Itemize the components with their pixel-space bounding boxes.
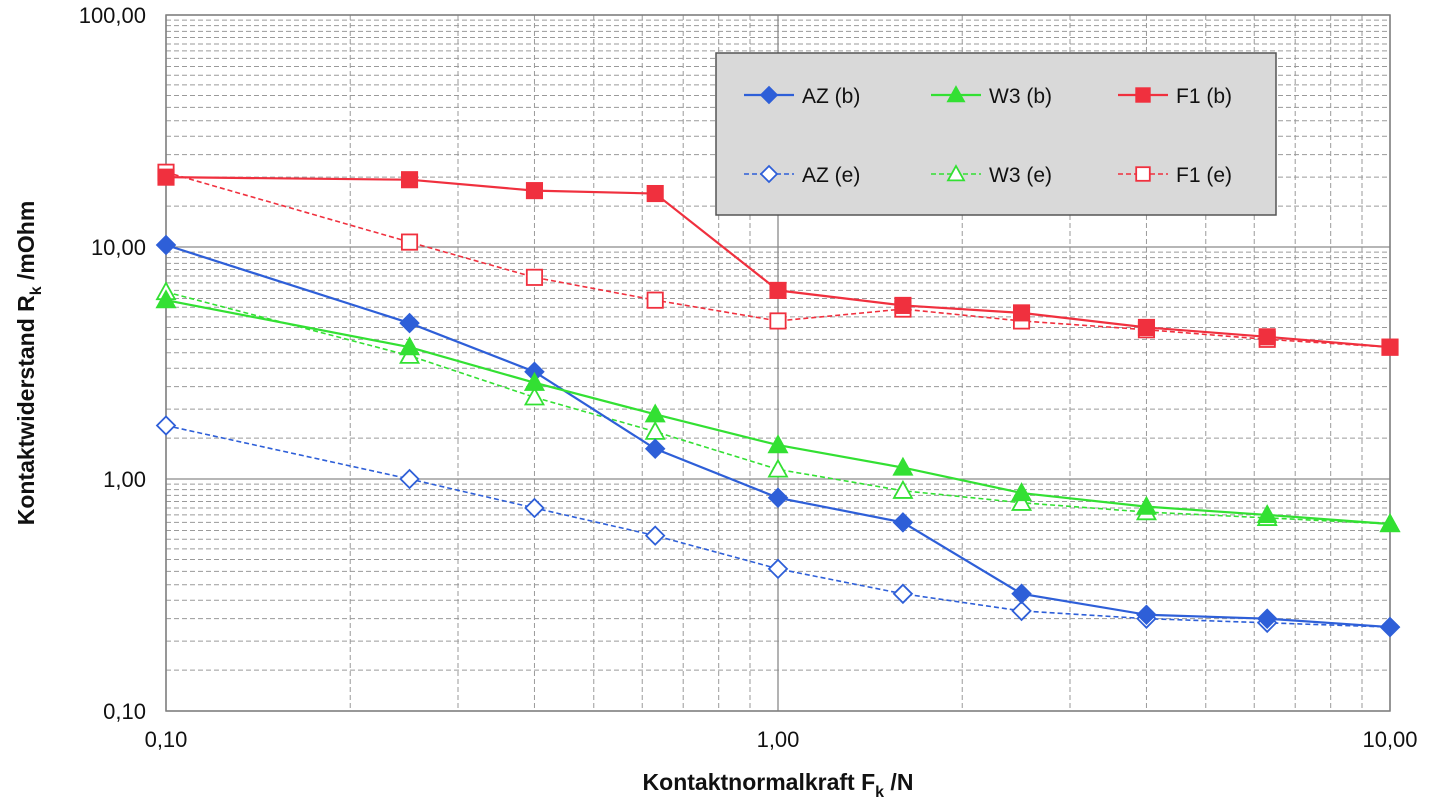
data-point bbox=[399, 312, 420, 334]
x-tick-label: 1,00 bbox=[757, 727, 800, 752]
data-point bbox=[767, 487, 789, 509]
x-axis-title: Kontaktnormalkraft Fk /N bbox=[643, 769, 914, 801]
data-point bbox=[399, 336, 421, 356]
data-point bbox=[157, 168, 175, 186]
data-point bbox=[1011, 583, 1032, 605]
plot-frame bbox=[165, 14, 1391, 712]
series bbox=[155, 163, 1401, 638]
legend-item-w3-b: W3 (b) bbox=[931, 85, 1052, 108]
data-point bbox=[892, 512, 914, 533]
data-point bbox=[892, 479, 914, 499]
legend-label: AZ (e) bbox=[802, 164, 860, 187]
y-tick-label: 100,00 bbox=[79, 3, 146, 28]
data-point bbox=[400, 171, 419, 189]
data-point bbox=[767, 458, 789, 478]
legend-marker bbox=[1135, 87, 1151, 103]
data-point bbox=[769, 281, 787, 299]
data-point bbox=[646, 184, 664, 203]
legend-marker bbox=[759, 164, 779, 184]
series-line-az-e bbox=[165, 424, 1391, 628]
data-point bbox=[644, 438, 666, 460]
data-point bbox=[1011, 600, 1032, 622]
data-point bbox=[1379, 616, 1401, 638]
data-point bbox=[525, 182, 544, 200]
x-tick-label: 10,00 bbox=[1362, 727, 1417, 752]
data-point bbox=[1258, 328, 1276, 346]
data-point bbox=[644, 403, 666, 423]
data-point bbox=[1381, 338, 1399, 356]
legend-item-az-b: AZ (b) bbox=[744, 85, 860, 108]
legend-marker bbox=[1135, 166, 1151, 182]
data-point bbox=[399, 468, 420, 490]
series-az-b bbox=[155, 234, 1401, 638]
series-line-w3-e bbox=[165, 291, 1391, 525]
y-axis-title: Kontaktwiderstand Rk /mOhm bbox=[13, 201, 45, 526]
data-point bbox=[1011, 491, 1033, 511]
data-point bbox=[769, 312, 787, 330]
series-line-az-b bbox=[165, 243, 1391, 629]
data-point bbox=[155, 234, 177, 256]
data-point bbox=[894, 296, 912, 314]
y-tick-label: 1,00 bbox=[103, 467, 146, 492]
legend: AZ (b) W3 (b) F1 (b) AZ (e) W3 (e) F1 (e) bbox=[715, 52, 1277, 216]
legend-item-az-e: AZ (e) bbox=[744, 164, 860, 187]
series-w3-b bbox=[155, 289, 1401, 533]
data-point bbox=[892, 583, 914, 605]
y-tick-label: 0,10 bbox=[103, 699, 146, 724]
data-point bbox=[155, 415, 177, 436]
series-line-f1-b bbox=[165, 176, 1391, 349]
legend-box bbox=[715, 52, 1277, 216]
data-point bbox=[1379, 513, 1401, 533]
data-point bbox=[1256, 608, 1278, 629]
legend-label: F1 (e) bbox=[1176, 164, 1232, 187]
data-point bbox=[524, 497, 545, 519]
y-tick-label: 10,00 bbox=[91, 235, 146, 260]
data-point bbox=[1012, 304, 1031, 322]
series-f1-b bbox=[157, 168, 1399, 356]
data-point bbox=[646, 291, 664, 309]
data-point bbox=[523, 371, 545, 391]
x-tick-label: 0,10 bbox=[145, 727, 188, 752]
data-point bbox=[155, 289, 177, 309]
data-point bbox=[1137, 318, 1156, 337]
legend-item-f1-e: F1 (e) bbox=[1118, 164, 1232, 187]
data-point bbox=[767, 558, 789, 580]
legend-item-f1-b: F1 (b) bbox=[1118, 85, 1232, 108]
data-point bbox=[400, 233, 419, 251]
data-point bbox=[644, 525, 666, 546]
legend-label: F1 (b) bbox=[1176, 85, 1232, 108]
legend-label: AZ (b) bbox=[802, 85, 860, 108]
legend-marker bbox=[759, 85, 779, 105]
series-line-w3-b bbox=[165, 299, 1391, 526]
legend-marker bbox=[946, 164, 966, 182]
data-point bbox=[1256, 504, 1278, 524]
data-point bbox=[525, 268, 544, 286]
legend-item-w3-e: W3 (e) bbox=[931, 164, 1052, 187]
legend-label: W3 (e) bbox=[989, 164, 1052, 187]
data-point bbox=[767, 434, 789, 454]
data-point bbox=[1011, 482, 1033, 502]
axis-titles: Kontaktnormalkraft Fk /N Kontaktwidersta… bbox=[13, 201, 913, 801]
legend-label: W3 (b) bbox=[989, 85, 1052, 108]
data-point bbox=[892, 456, 914, 476]
legend-marker bbox=[946, 85, 966, 103]
data-point bbox=[1135, 495, 1157, 515]
data-point bbox=[523, 386, 545, 406]
tick-labels: 0,10 1,00 10,00 0,10 1,00 10,00 100,00 bbox=[79, 3, 1418, 752]
data-point bbox=[1136, 604, 1157, 625]
